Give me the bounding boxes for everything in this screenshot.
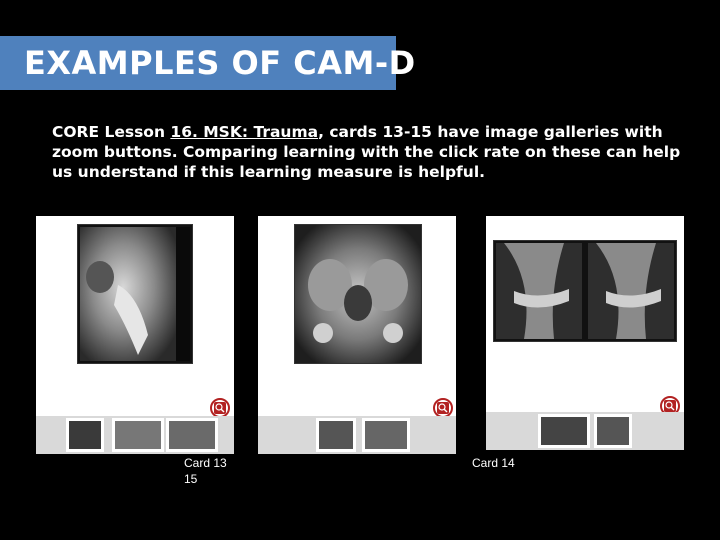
title-bar: EXAMPLES OF CAM-D: [0, 36, 415, 90]
gallery-card-3: [486, 216, 684, 450]
xray-hip-graphic: [80, 227, 190, 361]
zoom-button[interactable]: [433, 398, 453, 418]
zoom-button[interactable]: [210, 398, 230, 418]
thumbnail-2[interactable]: [362, 418, 410, 452]
thumbnail-2[interactable]: [594, 414, 632, 448]
thumbnail-strip: [486, 412, 684, 450]
zoom-in-icon: [214, 402, 226, 414]
thumbnail-1[interactable]: [316, 418, 356, 452]
card-label-1: Card 13 15: [184, 455, 227, 487]
thumbnail-1[interactable]: [538, 414, 590, 448]
description-suffix: , cards 13-15 have image galleries with …: [52, 123, 681, 181]
card-label-3: Card 14: [472, 455, 515, 471]
mri-knee-image[interactable]: [493, 240, 677, 342]
zoom-in-icon: [437, 402, 449, 414]
gallery-card-2: [258, 216, 456, 454]
thumbnail-1[interactable]: [66, 418, 104, 452]
thumbnail-strip: [36, 416, 234, 454]
slide-title: EXAMPLES OF CAM-D: [24, 44, 416, 82]
card-label-line1: Card 13: [184, 456, 227, 470]
thumbnail-3[interactable]: [166, 418, 218, 452]
thumbnail-strip: [258, 416, 456, 454]
description-prefix: CORE Lesson: [52, 123, 171, 141]
card-label-line1: Card 14: [472, 456, 515, 470]
xray-pelvis-image[interactable]: [294, 224, 422, 364]
lesson-link[interactable]: 16. MSK: Trauma: [170, 123, 319, 141]
xray-pelvis-graphic: [295, 225, 421, 363]
slide-description: CORE Lesson 16. MSK: Trauma, cards 13-15…: [52, 122, 682, 182]
mri-knee-graphic: [494, 241, 676, 341]
card-label-line2: 15: [184, 472, 198, 486]
thumbnail-2[interactable]: [112, 418, 164, 452]
xray-hip-image[interactable]: [77, 224, 193, 364]
gallery-card-1: [36, 216, 234, 454]
zoom-in-icon: [664, 400, 676, 412]
